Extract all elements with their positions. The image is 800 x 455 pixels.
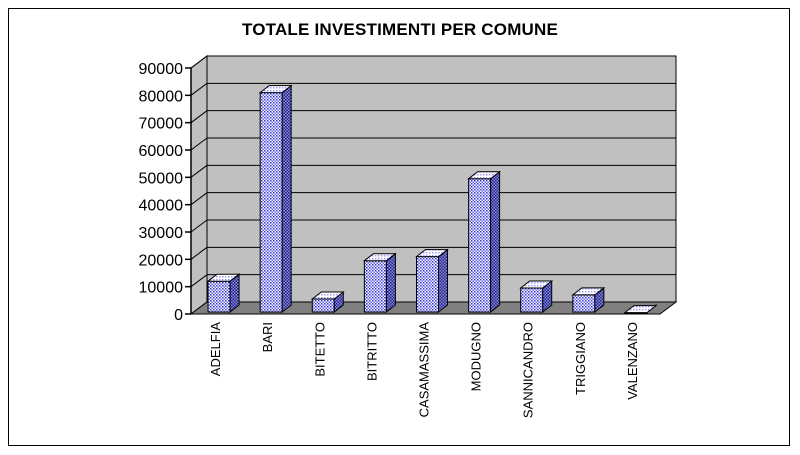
bar-side	[386, 254, 395, 312]
x-category-label: BITRITTO	[364, 322, 379, 381]
y-tick-label: 10000	[139, 280, 184, 297]
y-tick-label: 60000	[139, 143, 184, 160]
bar-bitritto	[364, 254, 395, 312]
bar-front	[573, 295, 595, 312]
y-tick-label: 30000	[139, 225, 184, 242]
y-tick-label: 70000	[139, 116, 184, 133]
x-category-label: VALENZANO	[625, 322, 640, 400]
bar-front	[417, 257, 439, 312]
y-tick-label: 80000	[139, 88, 184, 105]
bar-side	[439, 250, 448, 312]
y-tick-label: 40000	[139, 198, 184, 215]
x-axis-category-labels: ADELFIA BARI BITETTO BITRITTO CASAMASSIMA MOD…	[208, 322, 640, 418]
bar-sannicandro	[521, 281, 552, 312]
y-axis-tick-labels: 0 10000 20000 30000 40000 50000 60000 70000 8000…	[139, 61, 184, 324]
x-category-label: MODUGNO	[469, 322, 484, 391]
bar-front	[521, 288, 543, 312]
y-tick-label: 0	[174, 307, 183, 324]
bar-side	[282, 86, 291, 312]
x-category-label: TRIGGIANO	[573, 322, 588, 395]
y-tick-label: 20000	[139, 252, 184, 269]
bar-triggiano	[573, 288, 604, 312]
bar-adelfia	[208, 274, 239, 312]
bar-casamassima	[417, 250, 448, 312]
y-tick-label: 90000	[139, 61, 184, 78]
x-category-label: SANNICANDRO	[521, 322, 536, 418]
side-wall	[191, 56, 207, 314]
bar-modugno	[469, 172, 500, 312]
bar-side	[491, 172, 500, 312]
x-category-label: BARI	[260, 322, 275, 352]
bar-front	[312, 299, 334, 312]
bar-bari	[260, 86, 291, 312]
bar-bitetto	[312, 292, 343, 312]
bar-front	[469, 179, 491, 312]
bar-front	[208, 281, 230, 312]
y-tick-label: 50000	[139, 170, 184, 187]
bar-front	[364, 261, 386, 312]
x-category-label: BITETTO	[312, 322, 327, 377]
x-category-label: CASAMASSIMA	[417, 322, 432, 418]
bar-front	[260, 93, 282, 312]
x-category-label: ADELFIA	[208, 322, 223, 377]
axes	[185, 68, 191, 314]
